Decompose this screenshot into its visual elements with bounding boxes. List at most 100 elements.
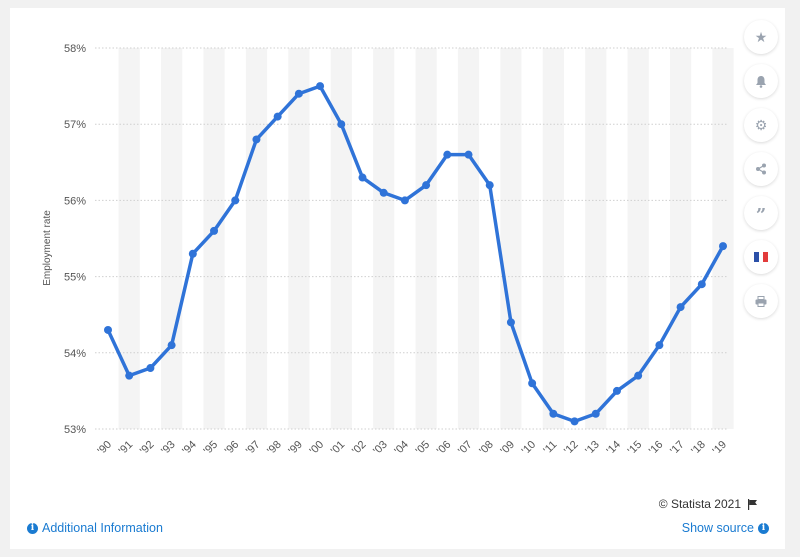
x-tick-label: '99 [286, 439, 305, 458]
band [712, 48, 734, 429]
x-tick-label: '16 [647, 439, 666, 458]
data-point [231, 196, 240, 205]
x-tick-label: '05 [414, 439, 433, 458]
band [542, 48, 564, 429]
band [457, 48, 480, 429]
x-tick-label: '14 [604, 439, 623, 458]
employment-rate-chart: 53% 54% 55% 56% 57% 58% '90'91'92'93'94'95'96… [42, 43, 734, 458]
data-point [167, 341, 176, 350]
x-tick-label: '08 [477, 439, 496, 458]
data-point [464, 150, 473, 159]
band [245, 48, 268, 429]
x-tick-label: '01 [329, 439, 348, 458]
data-point [104, 325, 112, 334]
band [627, 48, 649, 429]
data-point [316, 82, 325, 91]
x-tick-label: '98 [265, 439, 284, 458]
x-tick-label: '13 [583, 439, 602, 458]
x-tick-label: '96 [223, 439, 242, 458]
cite-button[interactable]: ” [744, 196, 778, 230]
x-tick-label: '93 [159, 439, 178, 458]
y-axis-label: Employment rate [42, 210, 53, 286]
data-point [210, 226, 219, 235]
data-point [125, 371, 134, 380]
print-button[interactable] [744, 284, 778, 318]
series-line [106, 84, 725, 424]
notification-button[interactable] [744, 64, 778, 98]
x-tick-label: '07 [456, 439, 475, 458]
x-tick-label: '00 [308, 439, 327, 458]
additional-information-link[interactable]: i Additional Information [27, 521, 163, 535]
flag-stripe-blue [754, 252, 759, 262]
alternating-bands [118, 48, 734, 429]
x-tick-label: '91 [117, 439, 136, 458]
x-tick-label: '09 [498, 439, 517, 458]
y-tick-label: 55% [64, 272, 86, 284]
gear-icon: ⚙ [754, 116, 768, 133]
y-tick-label: 57% [64, 119, 86, 131]
y-tick-label: 53% [64, 424, 86, 436]
flag-icon[interactable] [747, 498, 758, 510]
data-point [188, 249, 197, 258]
data-point [337, 120, 346, 129]
info-icon: i [758, 522, 769, 534]
credit-text: © Statista 2021 [658, 497, 741, 511]
data-point [676, 303, 685, 312]
data-point [379, 188, 388, 197]
band [373, 48, 395, 429]
info-icon: i [27, 522, 38, 534]
data-point [485, 181, 494, 190]
data-point [358, 173, 367, 182]
x-tick-label: '17 [668, 439, 687, 458]
data-point [719, 242, 727, 251]
data-point [549, 409, 558, 418]
chart-card: 53% 54% 55% 56% 57% 58% '90'91'92'93'94'95'96… [10, 8, 785, 549]
band [415, 48, 437, 429]
share-button[interactable] [744, 152, 778, 186]
favorite-button[interactable]: ★ [744, 20, 778, 54]
show-source-label: Show source [681, 521, 754, 535]
y-axis-ticks: 53% 54% 55% 56% 57% 58% [64, 43, 86, 436]
data-point [146, 364, 155, 373]
x-tick-label: '97 [244, 439, 263, 458]
print-icon [755, 295, 767, 307]
band [288, 48, 310, 429]
band [585, 48, 607, 429]
data-point [400, 196, 409, 205]
series-employment-rate [104, 82, 727, 426]
data-point [273, 112, 282, 121]
x-tick-label: '94 [180, 439, 199, 458]
flag-stripe-red [763, 252, 769, 262]
x-tick-label: '12 [562, 439, 581, 458]
french-flag-icon [754, 252, 769, 262]
data-point [422, 181, 431, 190]
side-toolbar: ★ ⚙ ” [744, 20, 780, 318]
statista-credit: © Statista 2021 [659, 497, 758, 511]
show-source-link[interactable]: Show source i [682, 521, 769, 535]
grid-lines [95, 47, 728, 430]
band [161, 48, 183, 429]
x-tick-label: '04 [392, 439, 411, 458]
additional-information-label: Additional Information [42, 521, 163, 535]
data-point [528, 379, 537, 388]
quote-icon: ” [755, 205, 767, 226]
x-tick-label: '06 [435, 439, 454, 458]
y-tick-label: 58% [64, 43, 86, 55]
data-point [294, 89, 303, 98]
band [500, 48, 522, 429]
band [118, 48, 140, 429]
data-point [443, 150, 452, 159]
data-point [252, 135, 261, 144]
x-tick-label: '19 [710, 439, 729, 458]
x-tick-label: '10 [520, 439, 539, 458]
band [203, 48, 225, 429]
x-tick-label: '18 [689, 439, 708, 458]
language-button[interactable] [744, 240, 778, 274]
settings-button[interactable]: ⚙ [744, 108, 778, 142]
band [330, 48, 352, 429]
data-point [697, 280, 706, 289]
x-tick-label: '90 [95, 439, 114, 458]
flag-stripe-white [758, 252, 764, 262]
x-tick-label: '15 [626, 439, 645, 458]
x-tick-label: '03 [371, 439, 390, 458]
